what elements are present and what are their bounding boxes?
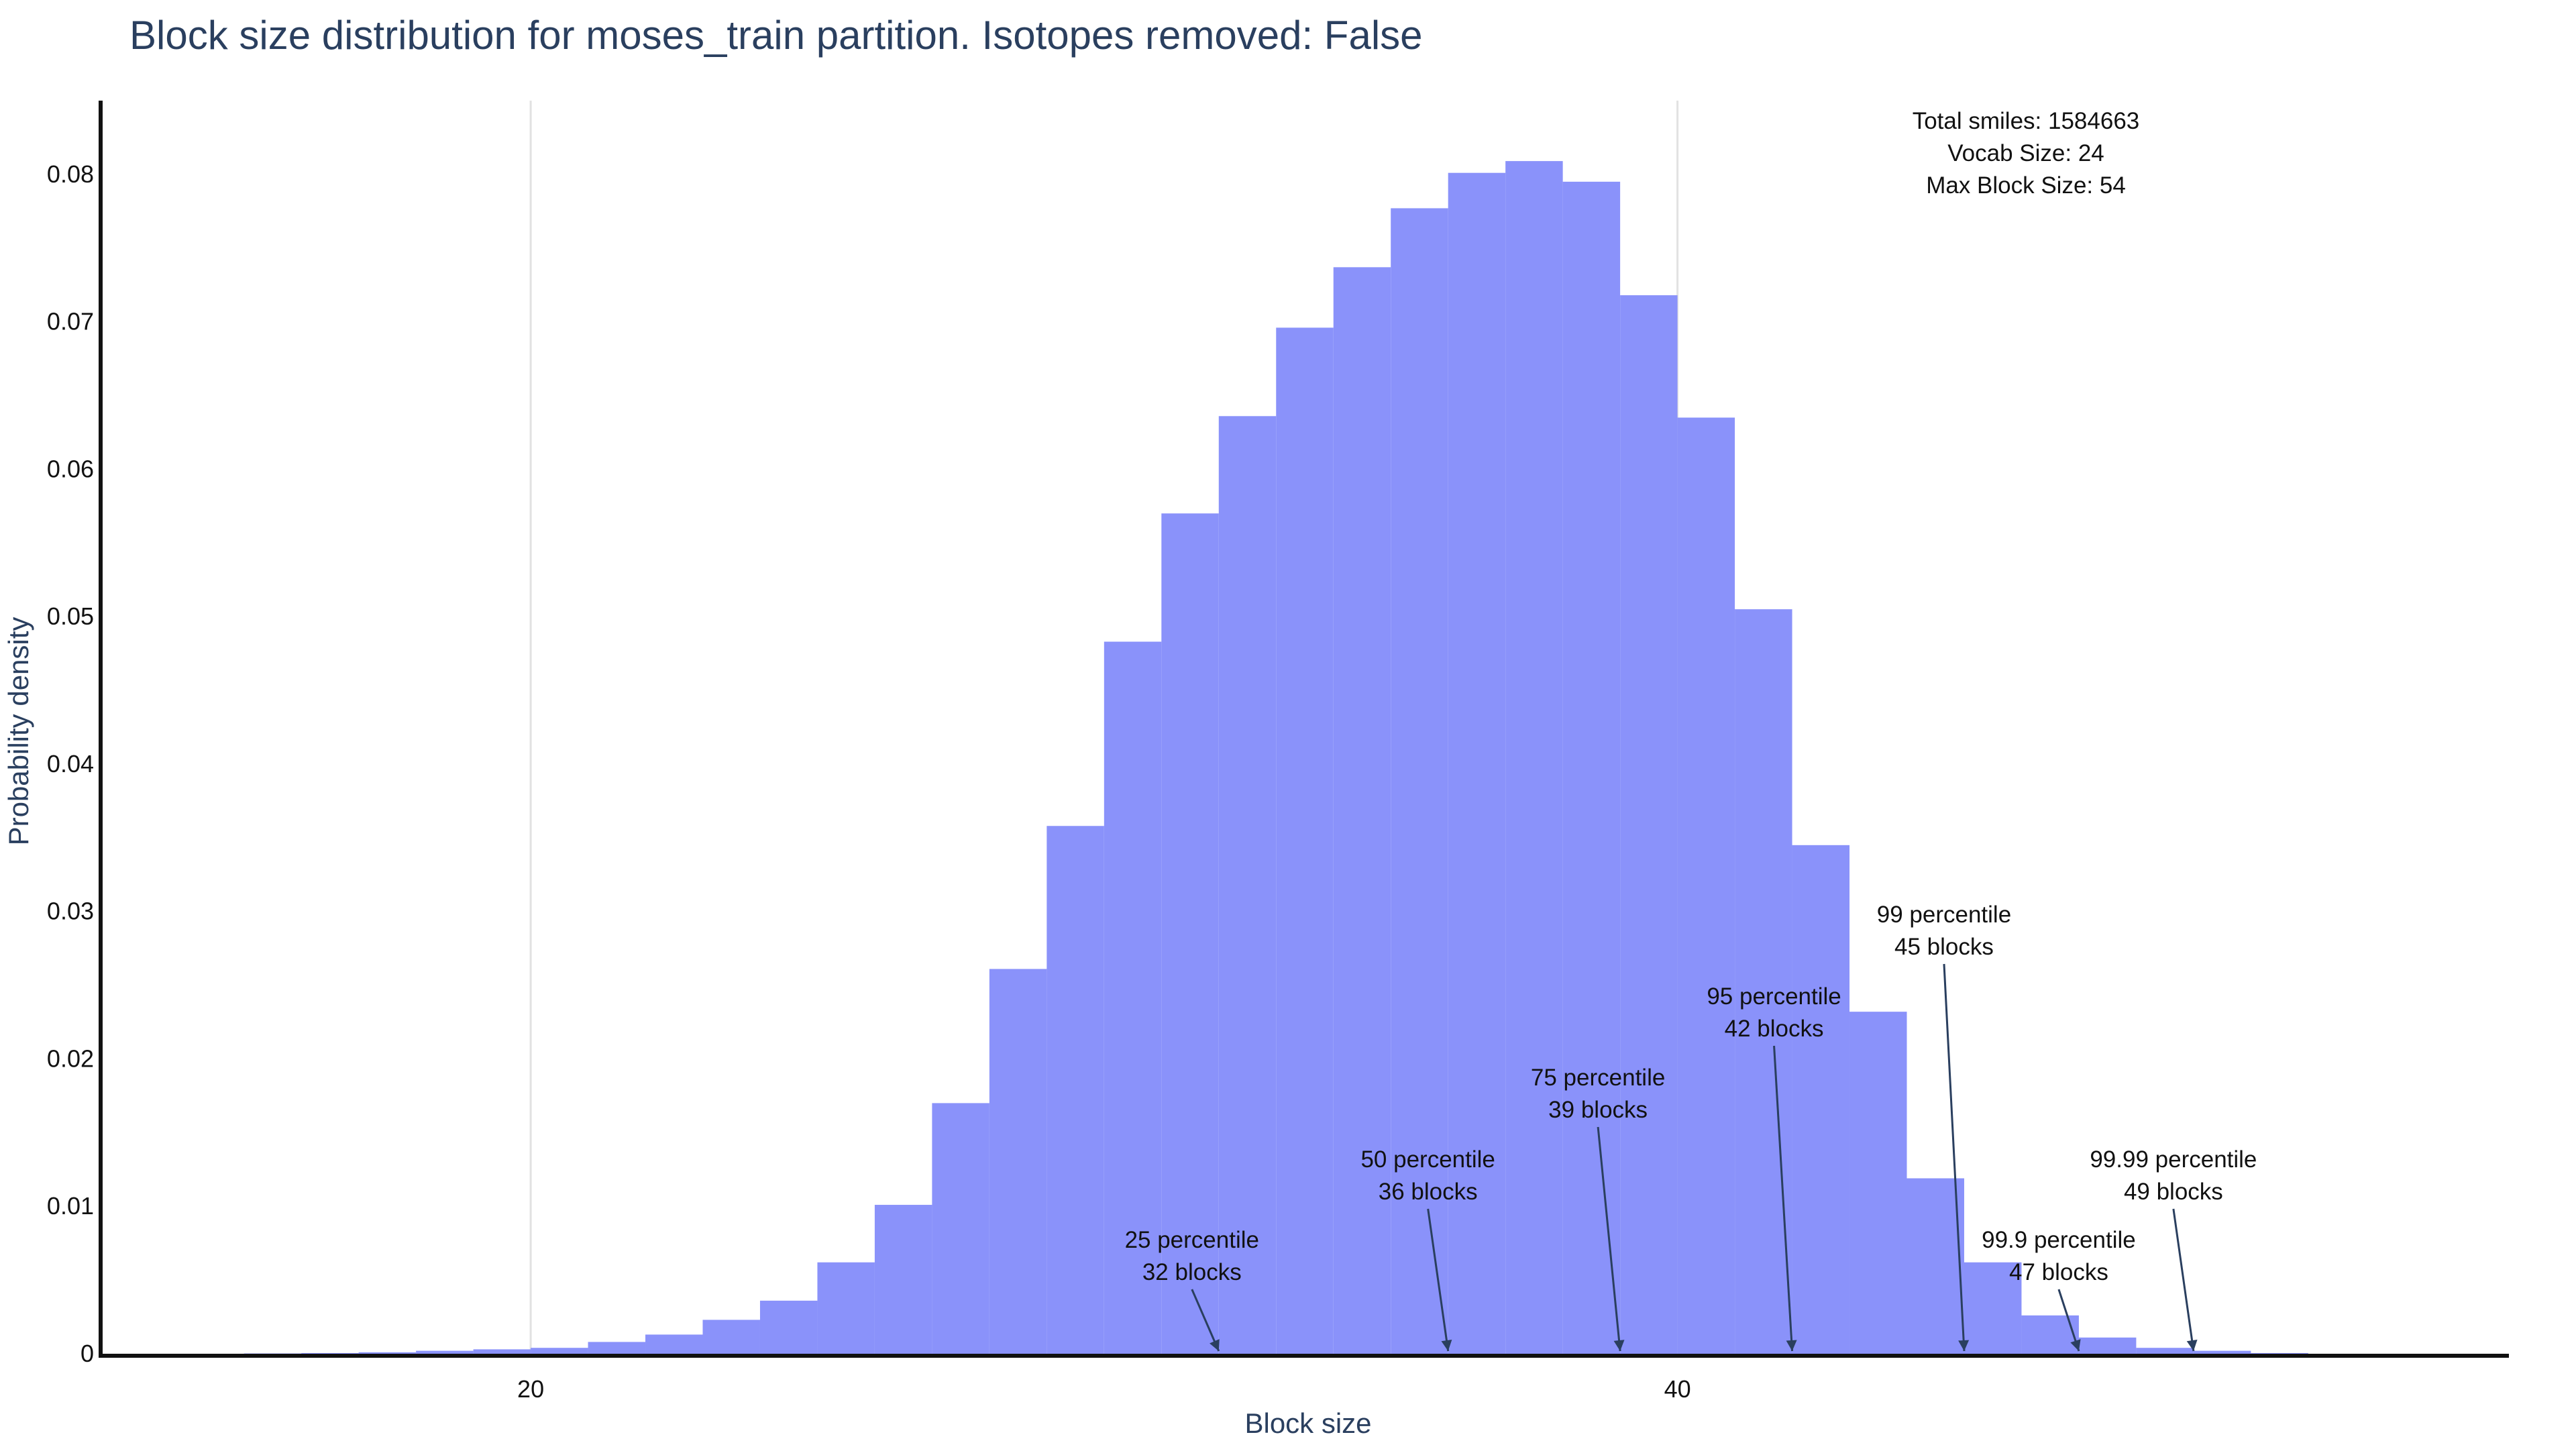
histogram-bar — [1104, 641, 1162, 1354]
annotation-arrowhead — [2070, 1339, 2081, 1351]
histogram-bar — [2021, 1315, 2079, 1354]
histogram-bar — [301, 1352, 359, 1354]
y-tick-label: 0.02 — [47, 1044, 94, 1072]
histogram-bar — [1562, 181, 1621, 1354]
histogram-bar — [1333, 267, 1391, 1354]
annotation-arrowhead — [2186, 1340, 2198, 1351]
percentile-annotation: 95 percentile 42 blocks — [1707, 983, 1841, 1352]
histogram-bar — [473, 1349, 531, 1354]
histogram-bar — [645, 1334, 703, 1354]
percentile-annotation: 99 percentile 45 blocks — [1877, 902, 2011, 1352]
histogram-bar — [1735, 609, 1792, 1354]
annotation-arrowhead — [1786, 1340, 1797, 1351]
annotation-line2: 39 blocks — [1548, 1097, 1648, 1123]
annotation-line1: 25 percentile — [1125, 1227, 1259, 1253]
annotation-arrow-line — [1191, 1289, 1220, 1352]
histogram-bar — [1161, 513, 1219, 1354]
histogram-bar — [759, 1300, 818, 1354]
histogram-bar — [2251, 1352, 2308, 1354]
histogram-bar — [1046, 826, 1104, 1354]
annotation-arrowhead — [1958, 1340, 1970, 1351]
percentile-annotation: 50 percentile 36 blocks — [1360, 1146, 1495, 1352]
annotation-line2: 47 blocks — [2009, 1259, 2108, 1285]
x-tick-label: 40 — [1664, 1375, 1691, 1403]
histogram-bar — [588, 1342, 646, 1354]
histogram-bar — [1907, 1178, 1964, 1354]
annotation-arrow-line — [2172, 1208, 2195, 1352]
annotation-line1: 99.9 percentile — [1982, 1227, 2136, 1253]
y-tick-label: 0.03 — [47, 898, 94, 925]
annotation-arrowhead — [1210, 1339, 1220, 1351]
chart-title: Block size distribution for moses_train … — [129, 13, 1423, 58]
histogram-bar — [1792, 845, 1850, 1354]
annotation-line2: 45 blocks — [1894, 934, 1994, 960]
annotation-line2: 36 blocks — [1379, 1179, 1478, 1205]
y-tick-label: 0 — [80, 1340, 94, 1367]
annotation-line1: 75 percentile — [1531, 1065, 1665, 1091]
histogram-bar — [358, 1352, 417, 1354]
x-tick-label: 20 — [517, 1375, 544, 1403]
max-block-size-text: Max Block Size: 54 — [1926, 172, 2126, 199]
y-tick-label: 0.01 — [47, 1192, 94, 1220]
vocab-size-text: Vocab Size: 24 — [1947, 140, 2104, 166]
histogram-bar — [1677, 417, 1735, 1354]
annotation-arrowhead — [1613, 1340, 1625, 1351]
annotation-line1: 95 percentile — [1707, 983, 1841, 1010]
annotation-line1: 99 percentile — [1877, 902, 2011, 928]
histogram-bar — [874, 1205, 932, 1354]
annotation-arrow-line — [1943, 963, 1966, 1352]
histogram-bar — [989, 969, 1047, 1354]
percentile-annotations: 25 percentile 32 blocks 50 percentile 36 bl… — [1125, 902, 2257, 1352]
stats-box: Total smiles: 1584663 Vocab Size: 24 Max… — [1878, 105, 2174, 202]
percentile-annotation: 75 percentile 39 blocks — [1531, 1065, 1665, 1352]
annotation-arrow-line — [1773, 1045, 1794, 1352]
histogram-bar — [932, 1103, 989, 1354]
histogram-bar — [702, 1320, 760, 1354]
histogram-bar — [1620, 295, 1678, 1354]
histogram-bar — [1448, 172, 1506, 1354]
percentile-annotation: 25 percentile 32 blocks — [1125, 1227, 1259, 1352]
percentile-annotation: 99.99 percentile 49 blocks — [2090, 1146, 2257, 1352]
histogram-bars — [244, 161, 2308, 1354]
y-tick-label: 0.08 — [47, 160, 94, 188]
y-tick-label: 0.05 — [47, 602, 94, 630]
histogram-bar — [1391, 208, 1448, 1354]
y-tick-label: 0.06 — [47, 455, 94, 482]
histogram-bar — [416, 1350, 474, 1354]
x-axis-title: Block size — [1244, 1407, 1372, 1439]
annotation-line1: 99.99 percentile — [2090, 1146, 2257, 1173]
axes — [99, 101, 2509, 1358]
histogram-bar — [817, 1262, 875, 1354]
annotation-line2: 49 blocks — [2124, 1179, 2223, 1205]
y-tick-label: 0.04 — [47, 750, 94, 777]
annotation-line2: 42 blocks — [1725, 1016, 1824, 1042]
y-axis-title: Probability density — [3, 616, 34, 846]
tick-labels: 0 0.01 0.02 0.03 0.04 0.05 0.06 0.07 0.08 20 40 — [47, 160, 1691, 1403]
total-smiles-text: Total smiles: 1584663 — [1912, 108, 2140, 134]
histogram-bar — [2193, 1350, 2251, 1354]
percentile-annotation: 99.9 percentile 47 blocks — [1982, 1227, 2136, 1352]
annotation-arrow-line — [2057, 1289, 2080, 1352]
histogram-bar — [1276, 327, 1334, 1354]
histogram-bar — [2078, 1337, 2137, 1354]
annotation-line2: 32 blocks — [1142, 1259, 1242, 1285]
annotation-arrowhead — [1441, 1340, 1452, 1351]
histogram-bar — [531, 1348, 588, 1354]
y-tick-label: 0.07 — [47, 308, 94, 335]
annotation-arrow-line — [1597, 1126, 1621, 1352]
histogram-bar — [1849, 1012, 1907, 1354]
histogram-bar — [1218, 416, 1277, 1354]
annotation-arrow-line — [1427, 1208, 1450, 1352]
annotation-line1: 50 percentile — [1360, 1146, 1495, 1173]
histogram-bar — [1505, 161, 1563, 1354]
histogram-bar — [2136, 1348, 2194, 1354]
histogram-bar — [1964, 1262, 2022, 1354]
